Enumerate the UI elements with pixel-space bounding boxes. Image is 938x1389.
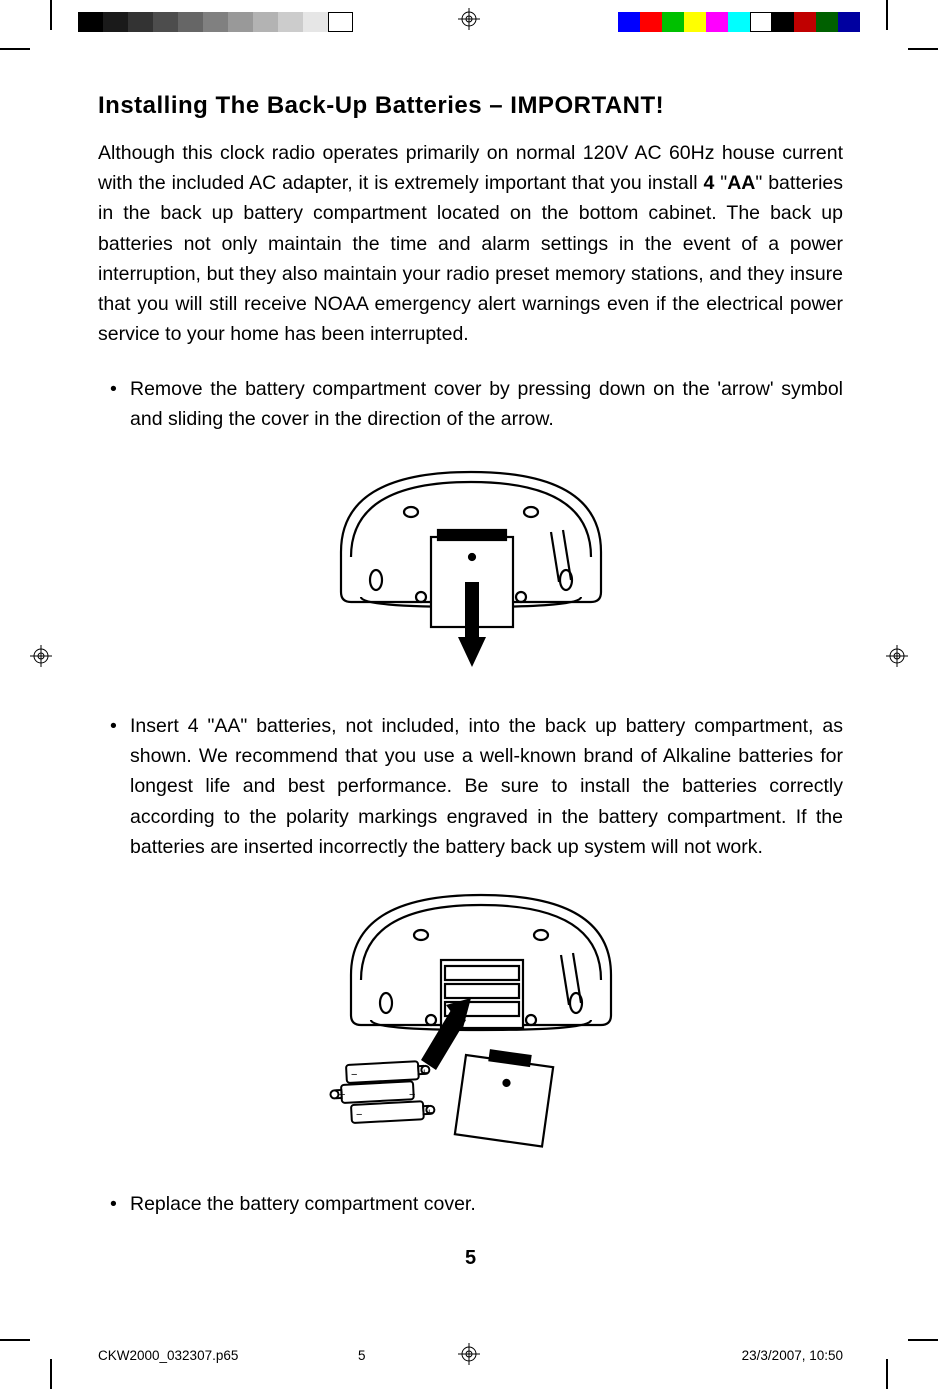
bullet-text: Insert 4 "AA" batteries, not included, i…	[130, 711, 843, 862]
svg-text:−: −	[409, 1089, 415, 1101]
registration-mark-icon	[886, 645, 908, 667]
svg-text:+: +	[421, 1067, 427, 1079]
bullet-item: • Replace the battery compartment cover.	[98, 1189, 843, 1219]
text-bold: AA	[727, 172, 755, 194]
figure-remove-cover	[98, 452, 843, 687]
svg-text:−: −	[356, 1109, 362, 1121]
device-cover-illustration	[301, 452, 641, 682]
bullet-marker: •	[110, 711, 130, 862]
registration-mark-icon	[30, 645, 52, 667]
registration-mark-icon	[458, 8, 480, 30]
bullet-marker: •	[110, 374, 130, 434]
page-number: 5	[98, 1247, 843, 1270]
registration-mark-icon	[458, 1343, 480, 1365]
grayscale-calibration-bar	[78, 12, 353, 32]
section-heading: Installing The Back-Up Batteries – IMPOR…	[98, 92, 843, 120]
text: " batteries in the back up battery compa…	[98, 172, 843, 345]
svg-text:+: +	[339, 1089, 345, 1101]
crop-mark	[50, 0, 52, 30]
text-bold: 4	[703, 172, 714, 194]
crop-mark	[886, 0, 888, 30]
crop-mark	[0, 1339, 30, 1341]
footer-datetime: 23/3/2007, 10:50	[742, 1348, 843, 1363]
svg-text:+: +	[426, 1107, 432, 1119]
top-printer-marks	[0, 0, 938, 50]
text: "	[714, 172, 727, 194]
crop-mark	[886, 1359, 888, 1389]
bullet-text: Remove the battery compartment cover by …	[130, 374, 843, 434]
bullet-item: • Insert 4 "AA" batteries, not included,…	[98, 711, 843, 862]
figure-insert-batteries: −+ +− −+	[98, 880, 843, 1165]
color-calibration-bar	[618, 12, 860, 32]
crop-mark	[908, 48, 938, 50]
crop-mark	[0, 48, 30, 50]
bullet-item: • Remove the battery compartment cover b…	[98, 374, 843, 434]
intro-paragraph: Although this clock radio operates prima…	[98, 138, 843, 350]
crop-mark	[908, 1339, 938, 1341]
footer-page: 5	[358, 1348, 366, 1363]
page-content: Installing The Back-Up Batteries – IMPOR…	[98, 92, 843, 1270]
svg-text:−: −	[351, 1069, 357, 1081]
bullet-text: Replace the battery compartment cover.	[130, 1189, 843, 1219]
device-batteries-illustration: −+ +− −+	[291, 880, 651, 1160]
crop-mark	[50, 1359, 52, 1389]
footer-filename: CKW2000_032307.p65	[98, 1348, 238, 1363]
bullet-marker: •	[110, 1189, 130, 1219]
